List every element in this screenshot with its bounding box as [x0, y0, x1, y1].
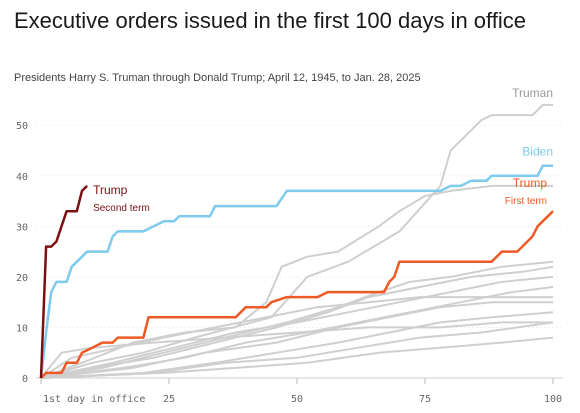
- series-line-other: [40, 104, 553, 379]
- series-line-other: [40, 301, 553, 379]
- chart-title: Executive orders issued in the first 100…: [14, 8, 526, 33]
- series-line-biden: [39, 164, 553, 379]
- series-labels: Truman Biden Trump First term Trump Second te…: [93, 86, 553, 214]
- series-sublabel: Second term: [93, 203, 150, 214]
- series-line-other: [40, 336, 554, 379]
- y-tick-label: 40: [16, 172, 28, 183]
- series-line-other: [40, 321, 553, 379]
- y-tick-label: 10: [16, 323, 28, 334]
- highlighted-lines: [39, 164, 554, 379]
- series-line-other: [40, 311, 554, 379]
- y-tick-label: 0: [22, 374, 28, 385]
- series-line-trump1: [40, 210, 554, 379]
- y-tick-label: 30: [16, 222, 28, 233]
- chart-subtitle: Presidents Harry S. Truman through Donal…: [14, 72, 421, 84]
- x-axis-ticks: 1st day in office 25 50 75 100: [40, 378, 562, 405]
- series-label: Trump: [93, 183, 128, 197]
- series-label: Biden: [522, 145, 553, 159]
- other-presidents-lines: [40, 104, 554, 379]
- x-tick-label: 50: [291, 394, 303, 405]
- y-tick-label: 50: [16, 121, 28, 132]
- series-label: Truman: [512, 86, 553, 100]
- series-line-other: [40, 275, 554, 379]
- gridlines: [36, 124, 563, 379]
- x-tick-label: 100: [544, 394, 562, 405]
- x-tick-label: 25: [163, 394, 175, 405]
- series-line-other: [40, 321, 554, 379]
- series-line-other: [40, 184, 553, 379]
- series-label: Trump: [513, 176, 548, 190]
- series-sublabel: First term: [505, 196, 547, 207]
- series-line-trump2: [39, 185, 88, 379]
- x-tick-label: 1st day in office: [43, 394, 145, 405]
- series-line-other: [40, 265, 554, 379]
- y-axis-ticks: 0 10 20 30 40 50: [16, 121, 28, 385]
- y-tick-label: 20: [16, 273, 28, 284]
- series-line-other: [40, 260, 554, 379]
- x-tick-label: 75: [419, 394, 431, 405]
- series-line-other: [40, 296, 553, 379]
